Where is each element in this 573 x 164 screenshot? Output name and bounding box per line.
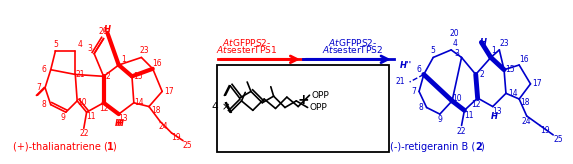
Text: 8: 8: [418, 103, 423, 112]
Text: 16: 16: [152, 59, 162, 68]
Text: 5: 5: [53, 40, 58, 49]
Text: 20: 20: [99, 27, 108, 36]
Text: H: H: [117, 119, 124, 128]
Text: 24: 24: [522, 117, 532, 126]
Text: H: H: [480, 38, 487, 47]
Text: $\it{At}$GFPPS2-: $\it{At}$GFPPS2-: [222, 37, 272, 48]
Text: H'': H'': [400, 61, 413, 70]
Text: 19: 19: [540, 126, 550, 135]
Text: 19: 19: [171, 133, 181, 142]
Text: 1: 1: [107, 142, 114, 152]
Text: 23: 23: [499, 39, 509, 48]
Text: 6: 6: [417, 65, 422, 74]
Text: $\it{At}$sesterTPS2: $\it{At}$sesterTPS2: [323, 44, 383, 55]
Text: $\it{At}$GFPPS2-: $\it{At}$GFPPS2-: [328, 37, 378, 48]
FancyBboxPatch shape: [217, 65, 389, 152]
Text: 12: 12: [99, 104, 108, 113]
Text: 3: 3: [87, 43, 92, 52]
Text: 22: 22: [79, 129, 89, 138]
Text: OPP: OPP: [309, 103, 327, 112]
Text: 18: 18: [520, 98, 529, 107]
Text: 2: 2: [106, 72, 111, 81]
Text: 4: 4: [453, 39, 457, 48]
Text: 3: 3: [454, 49, 460, 58]
Text: 2: 2: [476, 142, 482, 152]
Text: 10: 10: [77, 98, 87, 107]
Text: ): ): [112, 142, 116, 152]
Text: 11: 11: [87, 113, 96, 122]
Text: $\it{At}$sesterTPS1: $\it{At}$sesterTPS1: [217, 44, 278, 55]
Text: 16: 16: [519, 55, 529, 64]
Text: 10: 10: [452, 93, 462, 102]
Text: 15: 15: [505, 65, 515, 74]
Text: 5: 5: [431, 46, 435, 55]
Text: 1: 1: [491, 46, 496, 55]
Text: H: H: [104, 25, 111, 34]
Text: 6: 6: [42, 65, 46, 74]
Text: 18: 18: [151, 106, 160, 115]
Text: 22: 22: [457, 127, 466, 136]
Text: (-)-retigeranin B (: (-)-retigeranin B (: [390, 142, 476, 152]
Text: 13: 13: [119, 114, 128, 123]
Text: 17: 17: [532, 79, 542, 88]
Text: 4: 4: [77, 40, 83, 49]
Text: 9: 9: [61, 113, 65, 122]
Text: 8: 8: [42, 100, 46, 109]
Text: 14: 14: [135, 98, 144, 107]
Text: 14: 14: [508, 89, 517, 98]
Text: 13: 13: [493, 107, 503, 116]
Text: 15: 15: [133, 72, 143, 81]
Text: 9: 9: [437, 115, 442, 124]
Text: 4 ×: 4 ×: [211, 102, 230, 112]
Text: 24: 24: [158, 122, 168, 131]
Text: 25: 25: [553, 135, 563, 144]
Text: 2: 2: [479, 70, 484, 79]
Text: 25: 25: [183, 141, 193, 150]
Text: 11: 11: [464, 111, 474, 120]
Text: 17: 17: [164, 87, 174, 96]
Text: H: H: [115, 119, 122, 128]
Text: 12: 12: [471, 100, 481, 109]
Text: 21: 21: [395, 78, 405, 86]
Text: (+)-thalianatriene (: (+)-thalianatriene (: [13, 142, 107, 152]
Text: 20: 20: [449, 29, 459, 38]
Text: OPP: OPP: [311, 91, 329, 100]
Text: 7: 7: [411, 87, 416, 96]
Text: 23: 23: [139, 46, 149, 55]
Text: +: +: [297, 93, 309, 107]
Text: 1: 1: [121, 55, 126, 64]
Text: 21: 21: [75, 70, 85, 79]
Text: ): ): [480, 142, 484, 152]
Text: H: H: [491, 113, 498, 122]
Text: 7: 7: [36, 83, 41, 92]
